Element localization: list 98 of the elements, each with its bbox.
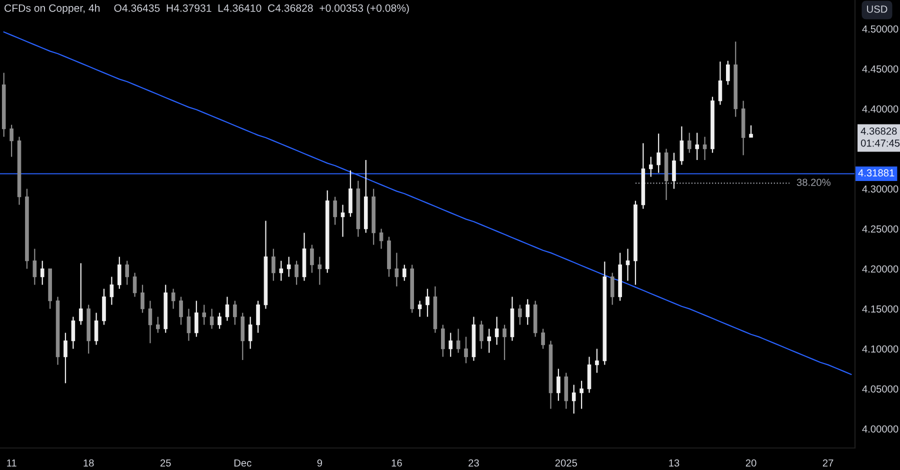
candlestick — [248, 316, 252, 350]
chart-title: CFDs on Copper, 4h — [4, 4, 100, 14]
y-tick-label: 4.05000 — [862, 385, 898, 393]
y-tick-label: 4.45000 — [862, 65, 898, 73]
x-tick-label: 25 — [160, 459, 171, 467]
candlestick — [171, 288, 176, 310]
candlestick — [494, 316, 499, 346]
ref-line-label: 4.31881 — [858, 169, 894, 176]
candlestick — [556, 368, 560, 402]
candlestick — [441, 324, 445, 358]
text: 4.36828 01:47:45 — [860, 128, 900, 147]
candlestick — [94, 312, 98, 346]
candlestick — [672, 152, 676, 190]
candlestick — [379, 228, 384, 250]
candlestick — [610, 272, 614, 306]
candlestick — [32, 248, 37, 286]
candlestick — [318, 256, 322, 286]
candlestick — [78, 262, 83, 326]
candlestick — [240, 312, 245, 361]
y-tick-label: 4.50000 — [862, 25, 898, 33]
y-tick-label: 4.30000 — [862, 185, 898, 193]
candlestick — [140, 284, 144, 314]
y-tick-label: 4.40000 — [862, 105, 898, 113]
x-tick-label: Dec — [234, 459, 252, 467]
candlestick — [464, 336, 468, 364]
candlestick — [148, 300, 152, 344]
line-series — [3, 31, 852, 375]
candlestick — [132, 272, 137, 298]
candlestick — [656, 133, 660, 174]
candlestick — [294, 260, 298, 286]
x-tick-label: 11 — [7, 459, 16, 466]
candlestick — [194, 300, 198, 338]
candlestick — [71, 316, 76, 350]
x-tick-label: 20 — [746, 459, 756, 467]
x-tick-label: 13 — [669, 459, 680, 467]
x-tick-label: 23 — [468, 459, 479, 467]
candlestick — [456, 328, 460, 354]
candlestick — [541, 328, 545, 350]
candlestick — [286, 256, 291, 278]
candlestick — [526, 298, 530, 326]
candlestick — [648, 156, 653, 178]
candlestick — [340, 204, 345, 238]
candlestick — [156, 316, 160, 334]
candlestick — [125, 260, 129, 286]
y-tick-label: 4.15000 — [862, 305, 898, 313]
candlestick — [426, 288, 430, 318]
candlestick — [394, 252, 399, 287]
candlestick — [333, 196, 337, 226]
candlestick — [110, 276, 114, 306]
candlestick — [279, 260, 284, 282]
candlestick — [564, 372, 568, 410]
candlestick — [64, 332, 68, 384]
candlestick — [572, 384, 576, 414]
candlestick — [595, 348, 599, 374]
candlestick — [502, 324, 506, 361]
candlestick — [418, 300, 422, 318]
chart-subtitle: O4.36435 H4.37931 L4.36410 C4.36828 +0.00353 (+0.08%) — [114, 4, 409, 14]
candlestick — [310, 244, 314, 274]
y-tick-label: 4.25000 — [862, 225, 898, 233]
candlestick — [202, 304, 206, 326]
candlestick — [680, 126, 684, 166]
y-tick-label: 4.10000 — [862, 345, 898, 353]
candlestick — [487, 328, 492, 354]
x-tick-label: 2025 — [555, 459, 577, 467]
candlestick — [702, 136, 707, 161]
candlestick — [695, 132, 699, 161]
y-tick-label: 4.20000 — [862, 265, 898, 273]
candlestick — [749, 124, 753, 138]
candlestick — [102, 288, 106, 326]
candlestick — [580, 380, 584, 410]
y-tick-label: 4.00000 — [862, 425, 898, 433]
candlestick — [272, 248, 276, 282]
candlestick — [210, 308, 214, 330]
candlestick — [186, 308, 191, 342]
candlestick — [726, 60, 730, 86]
x-tick-label: 16 — [392, 459, 402, 467]
candlestick — [10, 124, 14, 158]
candlestick — [348, 170, 352, 218]
candlestick — [233, 300, 237, 326]
x-tick-label: 27 — [822, 459, 834, 466]
candlestick — [518, 304, 522, 326]
candlestick — [225, 296, 230, 322]
candlestick — [587, 356, 592, 394]
y-axis-title: USD — [867, 6, 888, 13]
candlestick — [402, 264, 406, 282]
series-label: 38.20% — [796, 178, 830, 186]
candlestick — [256, 300, 260, 334]
candlestick — [40, 260, 44, 286]
candlestick — [718, 61, 722, 106]
candlestick — [448, 332, 453, 358]
candlestick — [480, 320, 484, 350]
candlestick — [117, 256, 122, 290]
x-tick-label: 18 — [84, 459, 94, 467]
x-tick-label: 9 — [317, 459, 322, 467]
candlestick — [218, 312, 222, 330]
candlestick — [687, 132, 692, 154]
candlestick — [179, 296, 183, 326]
candlestick — [626, 248, 630, 282]
